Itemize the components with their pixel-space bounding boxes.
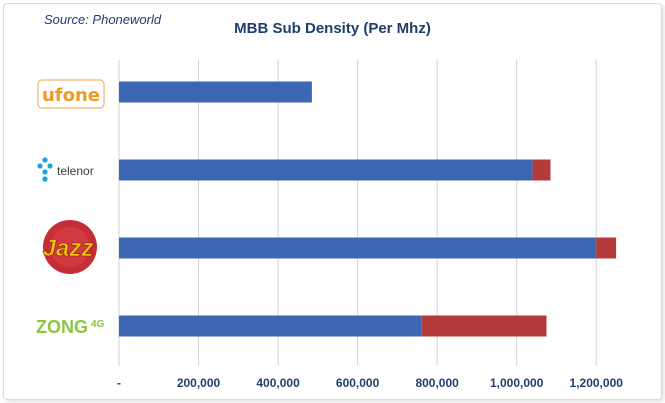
x-tick-label: 200,000 [177, 376, 221, 390]
x-tick-label: 1,000,000 [490, 376, 544, 390]
bar-segment-1 [119, 315, 422, 337]
x-tick-label: 400,000 [256, 376, 300, 390]
bar-segment-2 [596, 237, 617, 259]
x-tick-label: 600,000 [336, 376, 380, 390]
x-tick-label: - [117, 376, 121, 390]
x-tick-label: 1,200,000 [570, 376, 624, 390]
x-tick-label: 800,000 [415, 376, 459, 390]
logo-jazz: Jazz [42, 220, 97, 274]
bar-segment-1 [119, 237, 597, 259]
gridlines [118, 60, 597, 366]
x-tick-labels: - 200,000 400,000 600,000 800,000 1,000,000 1,… [117, 376, 623, 390]
telenor-logo-text: telenor [57, 164, 94, 178]
source-note: Source: Phoneworld [44, 12, 162, 27]
telenor-dot-icon [42, 169, 48, 175]
bar-segment-1 [119, 159, 533, 181]
logo-telenor: telenor [37, 157, 94, 182]
bar-segment-2 [421, 315, 547, 337]
telenor-dot-icon [42, 157, 48, 163]
bar-segment-2 [532, 159, 551, 181]
telenor-dot-icon [37, 163, 43, 169]
zong-logo-text: ZONG [36, 317, 88, 337]
bar-segment-1 [119, 81, 312, 103]
zong-4g-text: 4G [91, 319, 105, 330]
telenor-dot-icon [47, 163, 53, 169]
bars [119, 81, 617, 337]
chart-title: MBB Sub Density (Per Mhz) [234, 20, 431, 37]
jazz-logo-text: Jazz [43, 235, 94, 262]
logo-zong: ZONG 4G [36, 317, 105, 337]
telenor-dot-icon [42, 176, 48, 182]
ufone-logo-text: ufone [42, 85, 100, 106]
logo-ufone: ufone [37, 79, 105, 109]
